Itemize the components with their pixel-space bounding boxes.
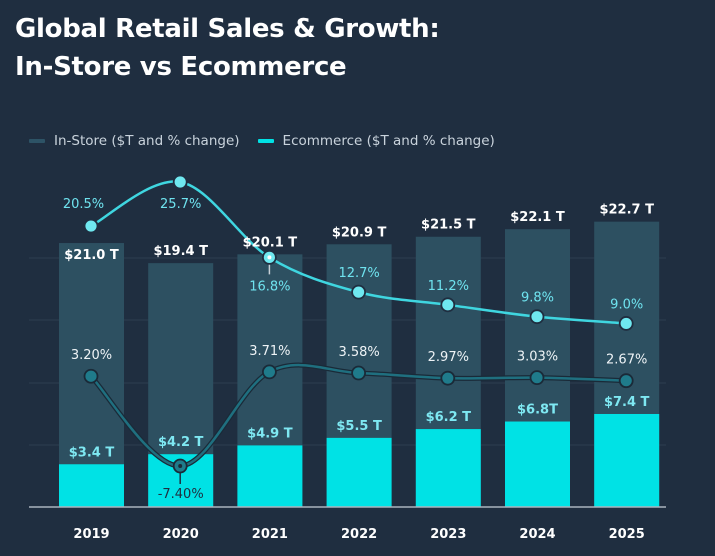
x-tick-2022: 2022: [341, 527, 377, 542]
label-instore-value-2024: $22.1 T: [510, 210, 565, 225]
ecommerce-growth-dot-2023: [440, 297, 456, 313]
x-tick-2020: 2020: [163, 527, 199, 542]
legend-item-instore[interactable]: In-Store ($T and % change): [29, 133, 240, 149]
instore-growth-dot-center-2020: [178, 464, 183, 468]
label-ecommerce-growth-2023: 11.2%: [428, 279, 469, 294]
label-instore-value-2025: $22.7 T: [599, 203, 654, 218]
x-axis: 2019 2020 2021 2022 2023 2024 2025: [29, 506, 666, 542]
growth-lines: [83, 174, 634, 484]
instore-growth-dot-2021: [261, 364, 277, 380]
label-instore-value-2022: $20.9 T: [332, 225, 387, 240]
label-instore-growth-2020: -7.40%: [158, 487, 204, 502]
label-ecommerce-growth-2025: 9.0%: [610, 297, 643, 312]
label-instore-growth-2025: 2.67%: [606, 353, 647, 368]
instore-growth-dot-2019: [83, 368, 99, 384]
ecommerce-growth-dot-center-2021: [267, 255, 272, 260]
ecommerce-growth-dot-2022: [351, 284, 367, 300]
ecommerce-bars: [59, 413, 660, 507]
ecommerce-growth-dot-2020: [172, 174, 188, 190]
x-tick-2019: 2019: [73, 527, 109, 542]
label-instore-value-2023: $21.5 T: [421, 218, 476, 233]
label-ecommerce-growth-2021: 16.8%: [249, 279, 290, 294]
label-ecommerce-growth-2020: 25.7%: [160, 197, 201, 212]
legend-swatch-instore: [29, 139, 45, 143]
label-instore-growth-2022: 3.58%: [338, 345, 379, 360]
legend: In-Store ($T and % change) Ecommerce ($T…: [29, 133, 513, 149]
label-instore-value-2019: $21.0 T: [64, 248, 119, 263]
instore-growth-dot-2024: [529, 370, 545, 386]
legend-item-ecommerce[interactable]: Ecommerce ($T and % change): [257, 133, 495, 149]
bar-ecommerce-2023: [415, 429, 481, 507]
label-ecommerce-growth-2022: 12.7%: [338, 266, 379, 281]
x-tick-2021: 2021: [252, 527, 288, 542]
legend-label-ecommerce: Ecommerce ($T and % change): [282, 133, 495, 149]
instore-growth-dot-2022: [351, 365, 367, 381]
label-ecommerce-value-2022: $5.5 T: [336, 419, 382, 434]
label-ecommerce-value-2023: $6.2 T: [426, 410, 472, 425]
ecommerce-growth-dot-2024: [529, 309, 545, 325]
instore-growth-dot-2025: [618, 373, 634, 389]
x-tick-2023: 2023: [430, 527, 466, 542]
label-ecommerce-growth-2019: 20.5%: [63, 197, 104, 212]
label-ecommerce-value-2025: $7.4 T: [604, 395, 650, 410]
label-instore-value-2021: $20.1 T: [243, 235, 298, 250]
label-instore-growth-2024: 3.03%: [517, 350, 558, 365]
bar-ecommerce-2025: [594, 413, 660, 507]
x-tick-2024: 2024: [519, 527, 555, 542]
label-instore-growth-2021: 3.71%: [249, 344, 290, 359]
label-ecommerce-value-2024: $6.8T: [517, 403, 558, 418]
bar-ecommerce-2021: [237, 445, 303, 507]
label-instore-growth-2023: 2.97%: [428, 350, 469, 365]
legend-label-instore: In-Store ($T and % change): [54, 133, 240, 149]
bar-ecommerce-2022: [326, 437, 392, 507]
ecommerce-growth-dot-2019: [83, 218, 99, 234]
label-ecommerce-value-2020: $4.2 T: [158, 435, 204, 450]
label-instore-value-2020: $19.4 T: [153, 244, 208, 259]
label-instore-growth-2019: 3.20%: [71, 348, 112, 363]
label-ecommerce-value-2019: $3.4 T: [69, 445, 115, 460]
chart-title: Global Retail Sales & Growth: In-Store v…: [15, 10, 440, 86]
bar-ecommerce-2019: [59, 464, 124, 507]
chart-title-line-2: In-Store vs Ecommerce: [15, 52, 347, 82]
ecommerce-growth-dot-2025: [618, 316, 634, 331]
x-tick-2025: 2025: [609, 527, 645, 542]
bar-ecommerce-2024: [505, 421, 570, 507]
instore-growth-dot-2023: [440, 370, 456, 386]
chart-title-line-1: Global Retail Sales & Growth:: [15, 14, 440, 44]
label-ecommerce-growth-2024: 9.8%: [521, 291, 554, 306]
label-ecommerce-value-2021: $4.9 T: [247, 426, 293, 441]
legend-swatch-ecommerce: [257, 139, 274, 143]
data-labels: $21.0 T $3.4 T $19.4 T $4.2 T $20.1 T $4.9 T $…: [63, 197, 654, 502]
